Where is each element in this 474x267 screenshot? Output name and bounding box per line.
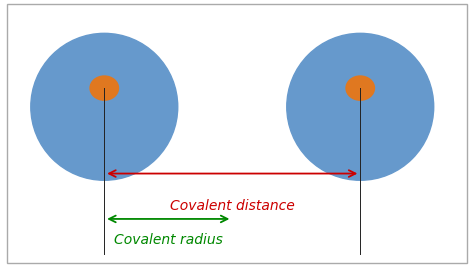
- Ellipse shape: [287, 33, 434, 180]
- Ellipse shape: [90, 76, 118, 100]
- Text: Covalent radius: Covalent radius: [114, 233, 223, 247]
- Ellipse shape: [31, 33, 178, 180]
- Ellipse shape: [346, 76, 374, 100]
- Text: Covalent distance: Covalent distance: [170, 199, 295, 213]
